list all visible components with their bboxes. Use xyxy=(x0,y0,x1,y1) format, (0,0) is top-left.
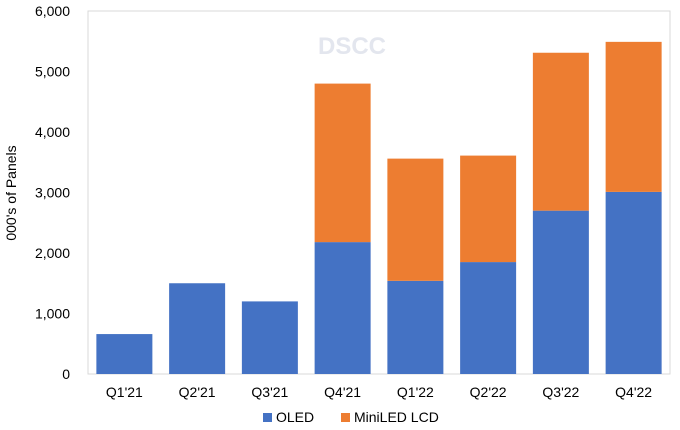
bar-oled-5 xyxy=(460,262,517,374)
x-tick-label: Q1'22 xyxy=(397,384,434,400)
y-tick-label: 6,000 xyxy=(35,3,70,19)
y-tick-label: 4,000 xyxy=(35,124,70,140)
x-tick-label: Q4'22 xyxy=(615,384,652,400)
watermark: DSCC xyxy=(318,33,386,60)
x-tick-label: Q2'21 xyxy=(179,384,216,400)
legend-miniled-lcd-swatch xyxy=(341,413,350,422)
bar-oled-6 xyxy=(532,210,589,374)
bar-oled-3 xyxy=(314,242,371,374)
x-tick-label: Q2'22 xyxy=(470,384,507,400)
legend-oled-swatch xyxy=(263,413,272,422)
plot-area: 0 1,000 2,000 3,000 4,000 5,000 6,000 Q1'21 Q2'2… xyxy=(35,3,671,400)
legend-miniled-lcd-label: MiniLED LCD xyxy=(354,409,439,425)
x-tick-label: Q3'21 xyxy=(251,384,288,400)
bar-miniled-lcd-4 xyxy=(387,158,444,281)
legend-oled-label: OLED xyxy=(276,409,314,425)
plot-border xyxy=(87,10,671,375)
bar-miniled-lcd-5 xyxy=(460,155,517,263)
bar-oled-0 xyxy=(96,334,153,374)
y-tick-label: 3,000 xyxy=(35,185,70,201)
bar-miniled-lcd-6 xyxy=(532,52,589,211)
x-tick-label: Q4'21 xyxy=(324,384,361,400)
y-axis-title: 000's of Panels xyxy=(3,145,19,240)
y-tick-label: 2,000 xyxy=(35,245,70,261)
x-tick-label: Q3'22 xyxy=(542,384,579,400)
bar-miniled-lcd-3 xyxy=(314,83,371,243)
bar-oled-7 xyxy=(605,191,662,374)
y-tick-label: 5,000 xyxy=(35,64,70,80)
bar-oled-4 xyxy=(387,280,444,374)
x-tick-label: Q1'21 xyxy=(106,384,143,400)
bar-miniled-lcd-7 xyxy=(605,41,662,192)
y-tick-label: 1,000 xyxy=(35,306,70,322)
legend: OLED MiniLED LCD xyxy=(263,409,439,425)
bar-oled-1 xyxy=(169,283,226,374)
y-tick-label: 0 xyxy=(62,366,70,382)
bar-oled-2 xyxy=(241,301,298,374)
